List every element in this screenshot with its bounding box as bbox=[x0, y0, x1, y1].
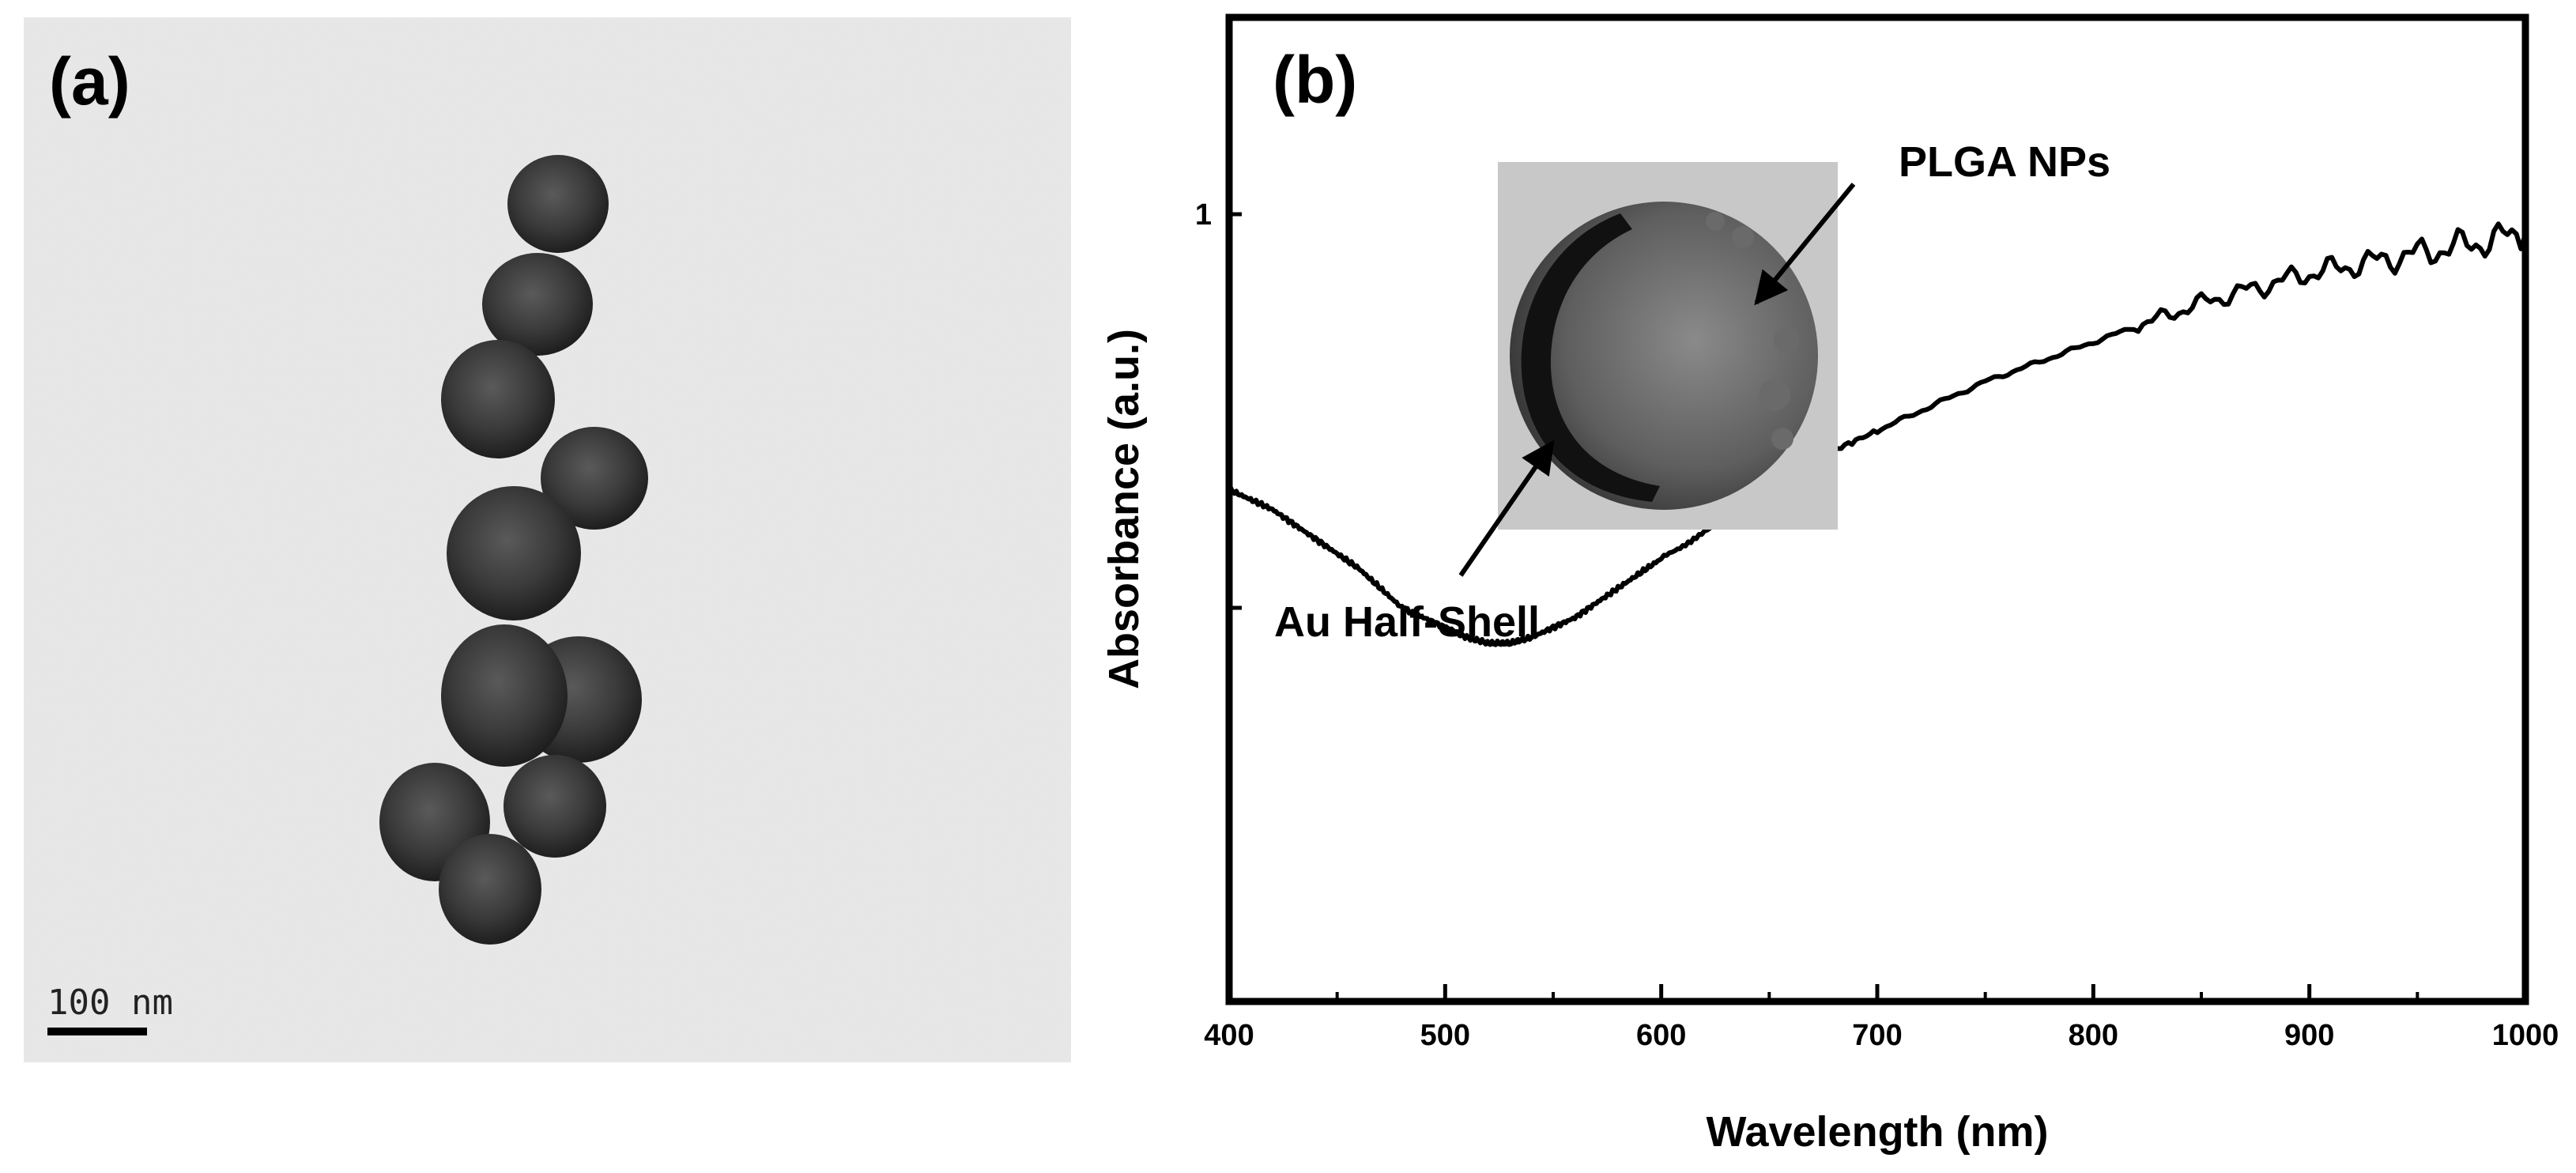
annotation-au-half-shell: Au Half-Shell bbox=[1274, 598, 1540, 646]
panel-a: (a) 100 nm bbox=[24, 17, 1071, 1062]
x-tick-label: 700 bbox=[1852, 1019, 1902, 1052]
x-tick-label: 500 bbox=[1420, 1019, 1470, 1052]
x-tick-label: 600 bbox=[1636, 1019, 1686, 1052]
plga-arrow bbox=[1754, 183, 1856, 306]
inset-plga-nps-picture bbox=[1706, 212, 1799, 450]
x-tick-label: 400 bbox=[1204, 1019, 1254, 1052]
nanoparticle-cluster-picture bbox=[379, 155, 648, 945]
chart-plot-area: 400 500 600 700 800 900 1000 1 bbox=[1195, 13, 2559, 1052]
panel-b: (b) 400 500 600 700 800 900 1000 1 Wavelength … bbox=[1100, 13, 2559, 1156]
scale-bar-label: 100 nm bbox=[47, 983, 173, 1023]
chart-frame bbox=[1225, 13, 2529, 1005]
x-axis-title: Wavelength (nm) bbox=[1706, 1108, 2048, 1156]
y-axis-ticks: 1 bbox=[1195, 198, 1242, 610]
panel-a-label: (a) bbox=[49, 44, 130, 119]
y-tick-label: 1 bbox=[1195, 198, 1212, 232]
y-axis-title: Absorbance (a.u.) bbox=[1100, 329, 1148, 689]
x-tick-label: 800 bbox=[2069, 1019, 2118, 1052]
inset-au-half-shell-picture bbox=[1521, 213, 1660, 502]
inset-particle-picture bbox=[1510, 202, 1818, 510]
x-axis-ticks: 400 500 600 700 800 900 1000 bbox=[1204, 984, 2559, 1052]
x-tick-label: 900 bbox=[2284, 1019, 2334, 1052]
series-line bbox=[1227, 221, 2528, 647]
panel-b-label: (b) bbox=[1273, 43, 1357, 117]
x-tick-label: 1000 bbox=[2492, 1019, 2559, 1052]
au-half-shell-arrow bbox=[1458, 439, 1555, 577]
annotation-plga-nps: PLGA NPs bbox=[1899, 138, 2110, 186]
scale-bar bbox=[47, 1028, 147, 1035]
inset-micrograph bbox=[1498, 162, 1838, 530]
